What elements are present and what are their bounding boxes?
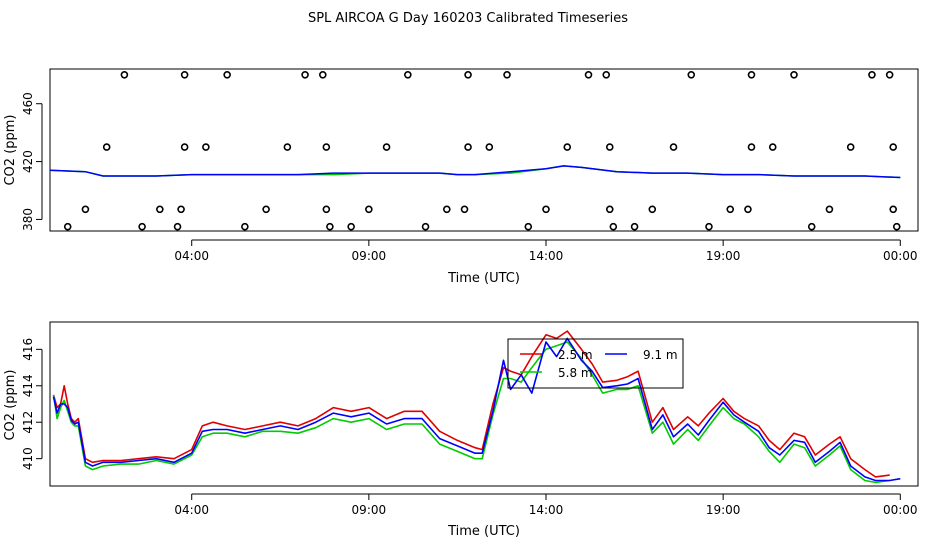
data-point (744, 205, 752, 214)
data-point (464, 143, 472, 151)
legend-label: 9.1 m (643, 348, 678, 362)
data-point (846, 143, 855, 151)
x-tick-label: 09:00 (352, 249, 387, 263)
series-line (52, 330, 890, 478)
data-point (382, 143, 391, 151)
data-point (768, 143, 777, 151)
data-point (81, 205, 90, 214)
x-tick-label: 00:00 (883, 503, 918, 517)
data-point (241, 222, 249, 231)
data-point (63, 222, 72, 231)
axes-bottom: 04:00 09:00 14:00 19:00 00:00 410 412 414 416 (21, 338, 918, 517)
data-point (404, 70, 412, 79)
y-axis-label-top: CO2 (ppm) (3, 114, 18, 185)
data-point (747, 70, 756, 79)
x-axis-label-bottom: Time (UTC) (447, 524, 520, 539)
data-point (584, 70, 593, 79)
data-point (630, 222, 639, 231)
legend: 2.5 m 5.8 m 9.1 m (507, 338, 684, 389)
data-point (421, 222, 430, 231)
data-point (889, 143, 898, 151)
x-tick-label: 14:00 (529, 249, 564, 263)
data-point (262, 205, 270, 214)
data-point (464, 70, 472, 79)
data-point (705, 222, 713, 231)
data-point (326, 222, 334, 231)
data-point (542, 205, 550, 214)
data-point (563, 143, 572, 151)
data-point (322, 143, 331, 151)
data-point (605, 205, 614, 214)
x-tick-label: 19:00 (706, 249, 741, 263)
data-point (790, 70, 798, 79)
data-point (180, 70, 189, 79)
panel-top: CO2 (ppm) Time (UTC) 04:00 09:00 14:00 19:0… (3, 68, 919, 286)
legend-box (507, 338, 684, 389)
data-point (605, 143, 614, 151)
y-tick-label: 412 (21, 411, 35, 434)
data-point (365, 205, 373, 214)
data-point (503, 70, 511, 79)
x-tick-label: 04:00 (174, 249, 209, 263)
data-point (283, 143, 292, 151)
points-top (63, 70, 901, 231)
data-point (322, 205, 331, 214)
data-point (102, 143, 111, 151)
y-tick-label: 420 (21, 150, 35, 173)
data-point (524, 222, 533, 231)
data-point (726, 205, 735, 214)
plot-frame-bottom (49, 321, 919, 487)
plot-frame-top (49, 68, 919, 232)
x-axis-label-top: Time (UTC) (447, 271, 520, 286)
series-line (52, 341, 890, 484)
data-point (609, 222, 618, 231)
y-tick-label: 410 (21, 447, 35, 470)
data-point (669, 143, 678, 151)
lines-bottom (52, 330, 901, 484)
y-tick-label: 414 (21, 374, 35, 397)
data-point (648, 205, 657, 214)
data-point (602, 70, 611, 79)
x-tick-label: 14:00 (529, 503, 564, 517)
y-axis-label-bottom: CO2 (ppm) (3, 369, 18, 440)
data-point (442, 205, 451, 214)
x-tick-label: 19:00 (706, 503, 741, 517)
data-point (889, 205, 898, 214)
legend-label: 5.8 m (558, 366, 593, 380)
legend-label: 2.5 m (558, 348, 593, 362)
figure-title: SPL AIRCOA G Day 160203 Calibrated Times… (308, 11, 628, 26)
data-point (892, 222, 901, 231)
data-point (177, 205, 185, 214)
data-point (138, 222, 146, 231)
axes-top: 04:00 09:00 14:00 19:00 00:00 380 420 460 (21, 92, 918, 263)
data-point (156, 205, 164, 214)
series-line (52, 337, 901, 482)
data-point (202, 143, 210, 151)
data-point (687, 70, 696, 79)
data-point (180, 143, 189, 151)
data-point (120, 70, 129, 79)
data-point (868, 70, 876, 79)
data-point (301, 70, 309, 79)
y-tick-label: 416 (21, 338, 35, 361)
series-line (49, 165, 901, 179)
data-point (318, 70, 327, 79)
data-point (825, 205, 834, 214)
data-point (747, 143, 756, 151)
x-tick-label: 00:00 (883, 249, 918, 263)
data-point (173, 222, 182, 231)
data-point (223, 70, 231, 79)
y-tick-label: 380 (21, 208, 35, 231)
data-point (347, 222, 355, 231)
lines-top (49, 165, 901, 179)
panel-bottom: CO2 (ppm) Time (UTC) 04:00 09:00 14:00 19:0… (3, 321, 919, 539)
data-point (460, 205, 469, 214)
data-point (885, 70, 894, 79)
x-tick-label: 09:00 (352, 503, 387, 517)
data-point (485, 143, 494, 151)
y-tick-label: 460 (21, 92, 35, 115)
data-point (807, 222, 816, 231)
x-tick-label: 04:00 (174, 503, 209, 517)
